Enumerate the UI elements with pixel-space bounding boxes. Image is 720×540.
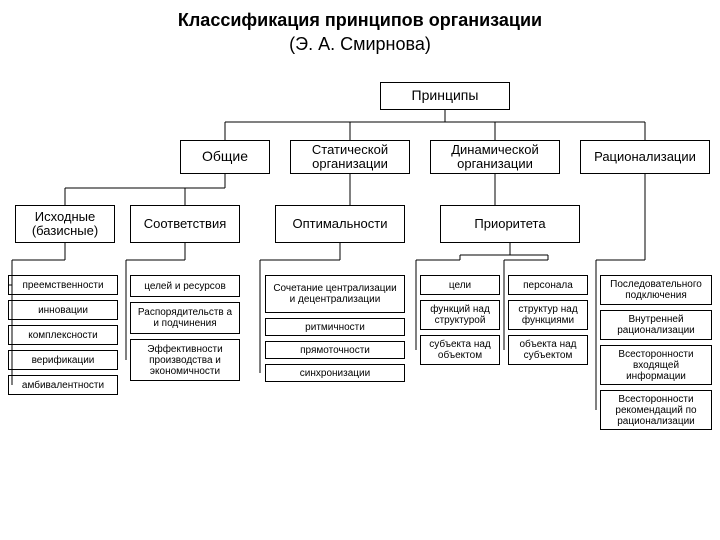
node-соответствия: Соответствия xyxy=(130,205,240,243)
node-рационализации: Рационализации xyxy=(580,140,710,174)
leaf: Последовательного подключения xyxy=(600,275,712,305)
node-root: Принципы xyxy=(380,82,510,110)
leaf: синхронизации xyxy=(265,364,405,382)
node-динамической: Динамической организации xyxy=(430,140,560,174)
page-subtitle: (Э. А. Смирнова) xyxy=(8,34,712,55)
leaf: амбивалентности xyxy=(8,375,118,395)
leaf: Всесторонности входящей информации xyxy=(600,345,712,385)
leaf: функций над структурой xyxy=(420,300,500,330)
node-исходные: Исходные (базисные) xyxy=(15,205,115,243)
node-статической: Статической организации xyxy=(290,140,410,174)
leaf: инновации xyxy=(8,300,118,320)
leaf: Сочетание централизации и децентрализаци… xyxy=(265,275,405,313)
node-общие: Общие xyxy=(180,140,270,174)
leaf: преемственности xyxy=(8,275,118,295)
leaf: Всесторонности рекомендаций по рационали… xyxy=(600,390,712,430)
page-title: Классификация принципов организации xyxy=(8,10,712,32)
node-приоритета: Приоритета xyxy=(440,205,580,243)
leaf: цели xyxy=(420,275,500,295)
node-оптимальности: Оптимальности xyxy=(275,205,405,243)
leaf: персонала xyxy=(508,275,588,295)
connector-lines xyxy=(0,0,720,540)
leaf: субъекта над объектом xyxy=(420,335,500,365)
leaf: верификации xyxy=(8,350,118,370)
leaf: Распорядительств а и подчинения xyxy=(130,302,240,334)
leaf: комплексности xyxy=(8,325,118,345)
leaf: ритмичности xyxy=(265,318,405,336)
leaf: объекта над субъектом xyxy=(508,335,588,365)
leaf: структур над функциями xyxy=(508,300,588,330)
leaf: Внутренней рационализации xyxy=(600,310,712,340)
leaf: прямоточности xyxy=(265,341,405,359)
leaf: целей и ресурсов xyxy=(130,275,240,297)
leaf: Эффективности производства и экономичнос… xyxy=(130,339,240,381)
